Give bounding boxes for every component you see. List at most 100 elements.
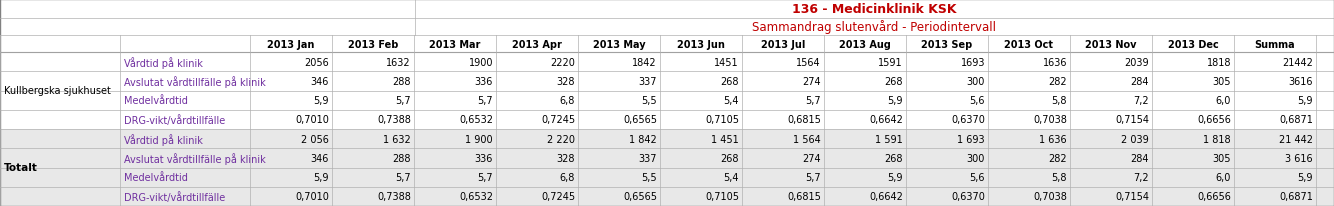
Text: 6,8: 6,8 xyxy=(560,172,575,182)
Text: Medelvårdtid: Medelvårdtid xyxy=(124,172,188,182)
Text: 0,7105: 0,7105 xyxy=(704,191,739,201)
Text: 0,7105: 0,7105 xyxy=(704,115,739,125)
Text: Summa: Summa xyxy=(1255,39,1295,49)
Text: 336: 336 xyxy=(475,153,494,163)
Text: 268: 268 xyxy=(720,153,739,163)
Text: 337: 337 xyxy=(639,153,658,163)
Text: 328: 328 xyxy=(556,76,575,87)
Text: 1 693: 1 693 xyxy=(958,134,984,144)
Text: 274: 274 xyxy=(802,153,820,163)
Text: 5,9: 5,9 xyxy=(1298,172,1313,182)
Text: 305: 305 xyxy=(1213,153,1231,163)
Text: 0,7245: 0,7245 xyxy=(540,191,575,201)
Text: 0,6815: 0,6815 xyxy=(787,115,820,125)
Text: 5,9: 5,9 xyxy=(887,96,903,106)
Text: 5,7: 5,7 xyxy=(806,96,820,106)
Text: 5,7: 5,7 xyxy=(806,172,820,182)
Bar xyxy=(0,129,1334,149)
Text: 0,6642: 0,6642 xyxy=(870,115,903,125)
Text: 0,6565: 0,6565 xyxy=(623,115,658,125)
Text: 0,6871: 0,6871 xyxy=(1279,191,1313,201)
Text: 300: 300 xyxy=(967,76,984,87)
Text: 2013 Feb: 2013 Feb xyxy=(348,39,398,49)
Text: 6,0: 6,0 xyxy=(1215,172,1231,182)
Text: 6,0: 6,0 xyxy=(1215,96,1231,106)
Text: 5,4: 5,4 xyxy=(723,172,739,182)
Text: 1 451: 1 451 xyxy=(711,134,739,144)
Text: 2039: 2039 xyxy=(1125,57,1149,67)
Text: 0,7388: 0,7388 xyxy=(378,115,411,125)
Text: 5,6: 5,6 xyxy=(970,96,984,106)
Text: 6,8: 6,8 xyxy=(560,96,575,106)
Text: 2013 May: 2013 May xyxy=(592,39,646,49)
Text: 2 220: 2 220 xyxy=(547,134,575,144)
Text: Vårdtid på klinik: Vårdtid på klinik xyxy=(124,56,203,68)
Text: 2013 Aug: 2013 Aug xyxy=(839,39,891,49)
Text: 1632: 1632 xyxy=(387,57,411,67)
Bar xyxy=(0,168,1334,187)
Text: 282: 282 xyxy=(1049,76,1067,87)
Text: 282: 282 xyxy=(1049,153,1067,163)
Text: 0,6532: 0,6532 xyxy=(459,115,494,125)
Text: 0,6642: 0,6642 xyxy=(870,191,903,201)
Text: 5,7: 5,7 xyxy=(395,172,411,182)
Text: Avslutat vårdtillfälle på klinik: Avslutat vårdtillfälle på klinik xyxy=(124,152,265,164)
Text: 288: 288 xyxy=(392,76,411,87)
Text: 5,6: 5,6 xyxy=(970,172,984,182)
Text: Totalt: Totalt xyxy=(4,163,37,173)
Text: 3 616: 3 616 xyxy=(1286,153,1313,163)
Text: 1818: 1818 xyxy=(1206,57,1231,67)
Text: 0,6532: 0,6532 xyxy=(459,191,494,201)
Bar xyxy=(0,187,1334,206)
Text: 1 632: 1 632 xyxy=(383,134,411,144)
Text: 2013 Nov: 2013 Nov xyxy=(1086,39,1137,49)
Text: 2220: 2220 xyxy=(550,57,575,67)
Text: 2013 Jan: 2013 Jan xyxy=(267,39,315,49)
Text: 1 842: 1 842 xyxy=(630,134,658,144)
Text: Medelvårdtid: Medelvårdtid xyxy=(124,96,188,106)
Text: 5,7: 5,7 xyxy=(395,96,411,106)
Text: 0,7010: 0,7010 xyxy=(295,115,329,125)
Text: 21 442: 21 442 xyxy=(1279,134,1313,144)
Text: 274: 274 xyxy=(802,76,820,87)
Text: 0,7154: 0,7154 xyxy=(1115,191,1149,201)
Text: 268: 268 xyxy=(884,76,903,87)
Text: 2013 Sep: 2013 Sep xyxy=(922,39,972,49)
Text: 2013 Jun: 2013 Jun xyxy=(678,39,724,49)
Text: 2013 Oct: 2013 Oct xyxy=(1005,39,1054,49)
Text: 2 056: 2 056 xyxy=(301,134,329,144)
Text: 328: 328 xyxy=(556,153,575,163)
Text: 288: 288 xyxy=(392,153,411,163)
Text: 5,9: 5,9 xyxy=(1298,96,1313,106)
Text: 7,2: 7,2 xyxy=(1134,172,1149,182)
Text: 2013 Mar: 2013 Mar xyxy=(430,39,480,49)
Text: 5,8: 5,8 xyxy=(1051,96,1067,106)
Text: 2013 Apr: 2013 Apr xyxy=(512,39,562,49)
Text: 5,9: 5,9 xyxy=(313,96,329,106)
Text: 1842: 1842 xyxy=(632,57,658,67)
Text: Avslutat vårdtillfälle på klinik: Avslutat vårdtillfälle på klinik xyxy=(124,76,265,87)
Text: 0,7154: 0,7154 xyxy=(1115,115,1149,125)
Text: 5,9: 5,9 xyxy=(313,172,329,182)
Text: 0,6370: 0,6370 xyxy=(951,115,984,125)
Text: 0,6656: 0,6656 xyxy=(1197,191,1231,201)
Text: 305: 305 xyxy=(1213,76,1231,87)
Text: 346: 346 xyxy=(311,153,329,163)
Text: 0,7038: 0,7038 xyxy=(1033,191,1067,201)
Text: 346: 346 xyxy=(311,76,329,87)
Text: 1 900: 1 900 xyxy=(466,134,494,144)
Text: 1 818: 1 818 xyxy=(1203,134,1231,144)
Text: 336: 336 xyxy=(475,76,494,87)
Text: 0,6656: 0,6656 xyxy=(1197,115,1231,125)
Text: 136 - Medicinklinik KSK: 136 - Medicinklinik KSK xyxy=(792,3,956,16)
Text: 0,6565: 0,6565 xyxy=(623,191,658,201)
Text: 1 636: 1 636 xyxy=(1039,134,1067,144)
Text: DRG-vikt/vårdtillfälle: DRG-vikt/vårdtillfälle xyxy=(124,191,225,202)
Text: 5,5: 5,5 xyxy=(642,172,658,182)
Text: 1900: 1900 xyxy=(468,57,494,67)
Text: 1 591: 1 591 xyxy=(875,134,903,144)
Text: DRG-vikt/vårdtillfälle: DRG-vikt/vårdtillfälle xyxy=(124,114,225,125)
Text: 300: 300 xyxy=(967,153,984,163)
Text: 21442: 21442 xyxy=(1282,57,1313,67)
Text: Vårdtid på klinik: Vårdtid på klinik xyxy=(124,133,203,145)
